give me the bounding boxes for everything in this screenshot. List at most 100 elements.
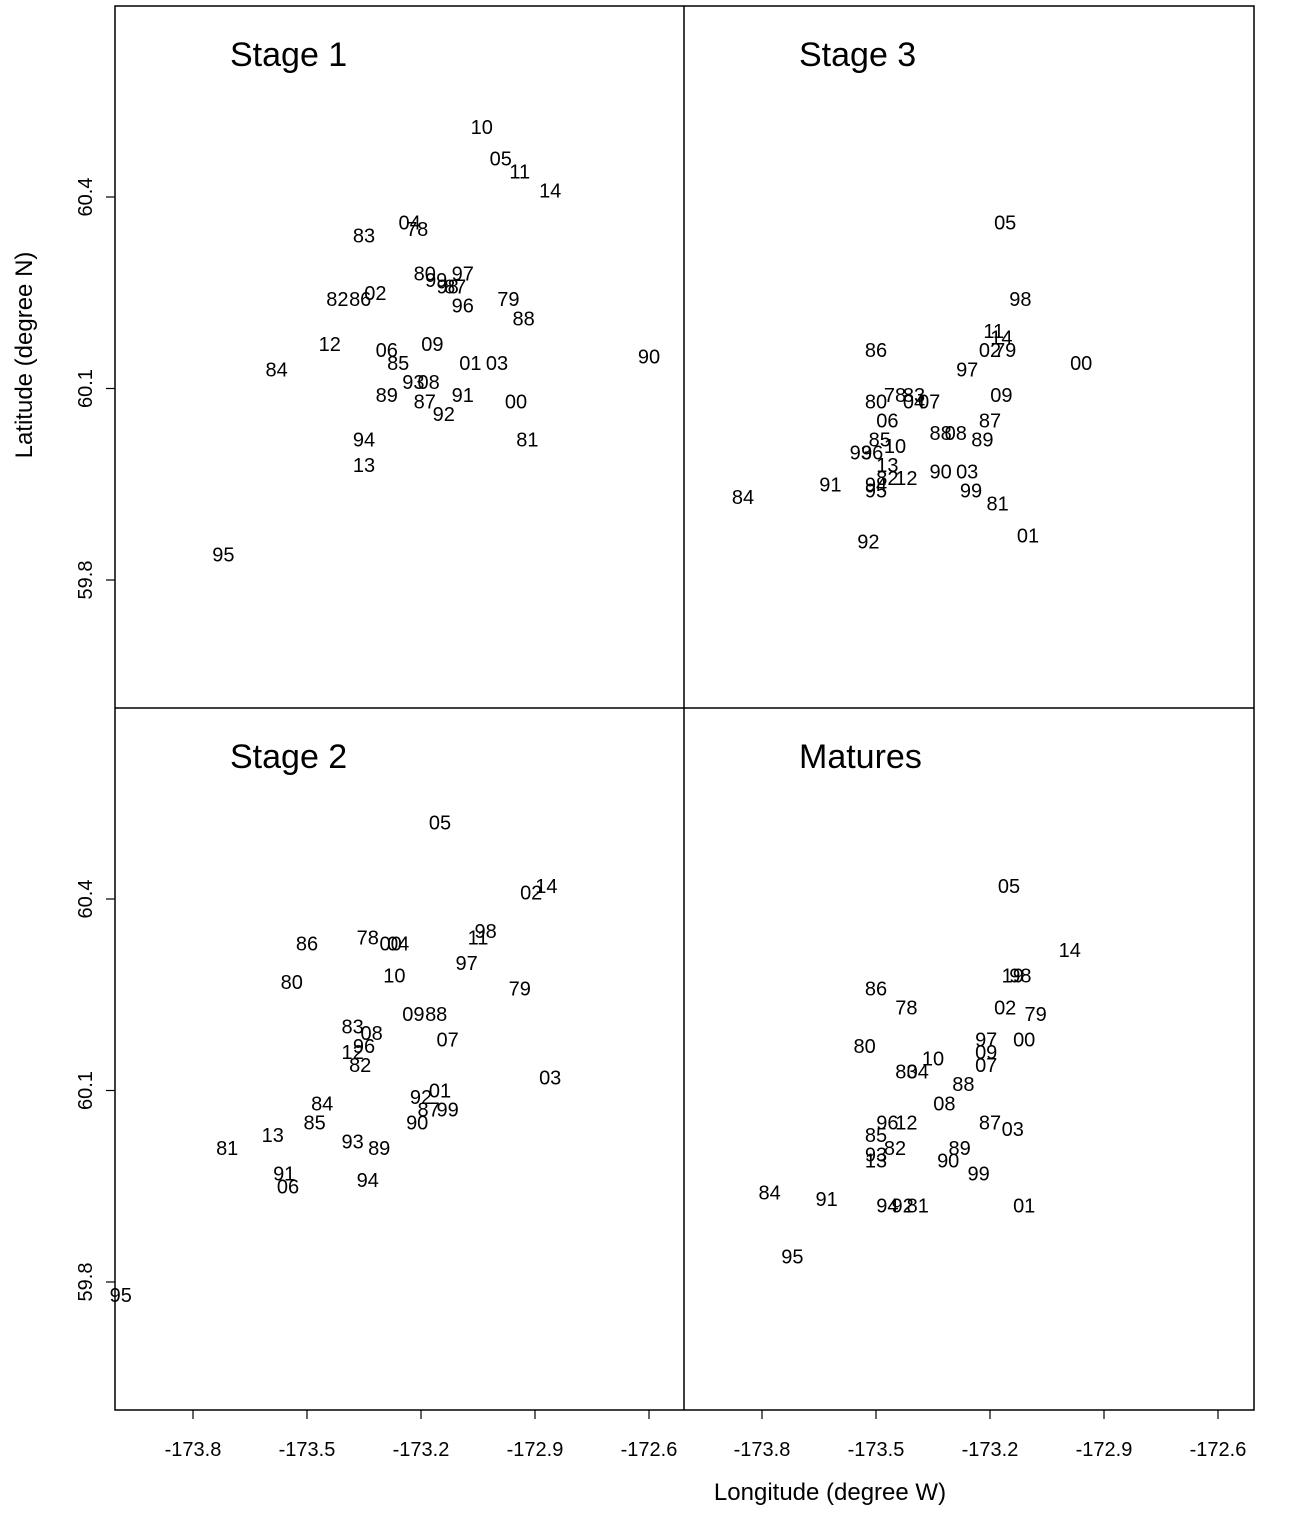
data-point-label: 86 bbox=[865, 340, 887, 362]
data-point-label: 83 bbox=[903, 385, 925, 407]
x-tick-label: -172.6 bbox=[621, 1439, 678, 1461]
x-tick-label: -172.9 bbox=[507, 1439, 564, 1461]
data-point-label: 92 bbox=[433, 404, 455, 426]
data-point-label: 14 bbox=[539, 181, 561, 203]
data-point-label: 13 bbox=[353, 455, 375, 477]
y-tick-label: 60.1 bbox=[75, 369, 97, 408]
data-point-label: 78 bbox=[895, 998, 917, 1020]
data-point-label: 87 bbox=[417, 1100, 439, 1122]
x-tick-label: -173.5 bbox=[279, 1439, 336, 1461]
data-point-label: 00 bbox=[505, 391, 527, 413]
data-point-label: 87 bbox=[414, 391, 436, 413]
data-point-label: 90 bbox=[929, 461, 951, 483]
data-point-label: 08 bbox=[360, 1023, 382, 1045]
data-point-label: 97 bbox=[452, 264, 474, 286]
data-point-label: 14 bbox=[990, 327, 1012, 349]
data-point-label: 82 bbox=[349, 1055, 371, 1077]
data-point-label: 03 bbox=[956, 461, 978, 483]
data-point-label: 10 bbox=[922, 1049, 944, 1071]
data-point-label: 14 bbox=[535, 876, 557, 898]
data-point-label: 00 bbox=[379, 934, 401, 956]
data-point-label: 98 bbox=[436, 276, 458, 298]
data-point-label: 94 bbox=[876, 1195, 898, 1217]
data-point-label: 12 bbox=[319, 334, 341, 356]
data-point-label: 02 bbox=[364, 283, 386, 305]
data-point-label: 14 bbox=[1059, 940, 1081, 962]
data-point-label: 95 bbox=[865, 481, 887, 503]
data-point-label: 81 bbox=[216, 1138, 238, 1160]
panel-title: Matures bbox=[799, 738, 922, 776]
data-point-label: 88 bbox=[425, 1004, 447, 1026]
data-point-label: 06 bbox=[876, 410, 898, 432]
y-axis-title: Latitude (degree N) bbox=[11, 252, 38, 459]
data-point-label: 10 bbox=[471, 117, 493, 139]
data-point-label: 88 bbox=[512, 308, 534, 330]
data-point-label: 93 bbox=[850, 442, 872, 464]
data-point-label: 99 bbox=[967, 1163, 989, 1185]
data-point-label: 09 bbox=[402, 1004, 424, 1026]
data-point-label: 06 bbox=[277, 1176, 299, 1198]
data-point-label: 88 bbox=[952, 1074, 974, 1096]
data-point-label: 98 bbox=[1009, 289, 1031, 311]
data-point-label: 82 bbox=[326, 289, 348, 311]
data-point-label: 12 bbox=[341, 1042, 363, 1064]
panel-title: Stage 1 bbox=[230, 36, 347, 74]
data-point-label: 80 bbox=[865, 391, 887, 413]
data-point-label: 03 bbox=[486, 353, 508, 375]
data-point-label: 95 bbox=[781, 1246, 803, 1268]
data-point-label: 85 bbox=[869, 430, 891, 452]
x-tick-label: -173.2 bbox=[962, 1439, 1019, 1461]
data-point-label: 02 bbox=[979, 340, 1001, 362]
data-point-label: 03 bbox=[539, 1068, 561, 1090]
data-point-label: 97 bbox=[975, 1029, 997, 1051]
data-point-label: 81 bbox=[907, 1195, 929, 1217]
data-point-label: 89 bbox=[948, 1138, 970, 1160]
data-point-label: 07 bbox=[975, 1055, 997, 1077]
data-point-label: 91 bbox=[815, 1189, 837, 1211]
data-point-label: 85 bbox=[303, 1112, 325, 1134]
data-point-label: 92 bbox=[857, 532, 879, 554]
data-point-label: 92 bbox=[891, 1195, 913, 1217]
data-point-label: 94 bbox=[357, 1170, 379, 1192]
data-point-label: 10 bbox=[383, 966, 405, 988]
data-point-label: 13 bbox=[876, 455, 898, 477]
data-point-label: 96 bbox=[452, 296, 474, 318]
data-point-label: 99 bbox=[425, 270, 447, 292]
data-point-label: 99 bbox=[436, 1100, 458, 1122]
data-point-label: 91 bbox=[819, 474, 841, 496]
data-point-label: 05 bbox=[490, 149, 512, 171]
data-point-label: 96 bbox=[353, 1036, 375, 1058]
data-point-label: 79 bbox=[1024, 1004, 1046, 1026]
data-point-label: 11 bbox=[983, 321, 1004, 343]
data-point-label: 84 bbox=[311, 1093, 333, 1115]
data-point-label: 95 bbox=[212, 544, 234, 566]
data-point-label: 99 bbox=[960, 481, 982, 503]
data-point-label: 95 bbox=[110, 1285, 132, 1307]
data-point-label: 13 bbox=[865, 1151, 887, 1173]
data-point-label: 97 bbox=[956, 359, 978, 381]
data-point-label: 87 bbox=[979, 410, 1001, 432]
data-point-label: 80 bbox=[414, 264, 436, 286]
data-point-label: 81 bbox=[516, 430, 538, 452]
data-point-label: 07 bbox=[918, 391, 940, 413]
data-point-label: 84 bbox=[265, 359, 287, 381]
data-point-label: 93 bbox=[865, 1144, 887, 1166]
data-point-label: 04 bbox=[387, 934, 409, 956]
data-point-label: 93 bbox=[341, 1132, 363, 1154]
data-point-label: 90 bbox=[638, 347, 660, 369]
data-point-label: 87 bbox=[979, 1112, 1001, 1134]
data-point-label: 79 bbox=[497, 289, 519, 311]
x-tick-label: -172.9 bbox=[1076, 1439, 1133, 1461]
data-point-label: 06 bbox=[376, 340, 398, 362]
data-point-label: 79 bbox=[509, 978, 531, 1000]
y-tick-label: 60.4 bbox=[75, 880, 97, 919]
data-point-label: 91 bbox=[273, 1163, 295, 1185]
data-point-label: 96 bbox=[876, 1112, 898, 1134]
y-tick-label: 59.8 bbox=[75, 1263, 97, 1302]
data-point-label: 01 bbox=[1017, 525, 1039, 547]
data-point-label: 98 bbox=[1009, 966, 1031, 988]
data-point-label: 09 bbox=[975, 1042, 997, 1064]
data-point-label: 07 bbox=[436, 1029, 458, 1051]
data-point-label: 89 bbox=[376, 385, 398, 407]
